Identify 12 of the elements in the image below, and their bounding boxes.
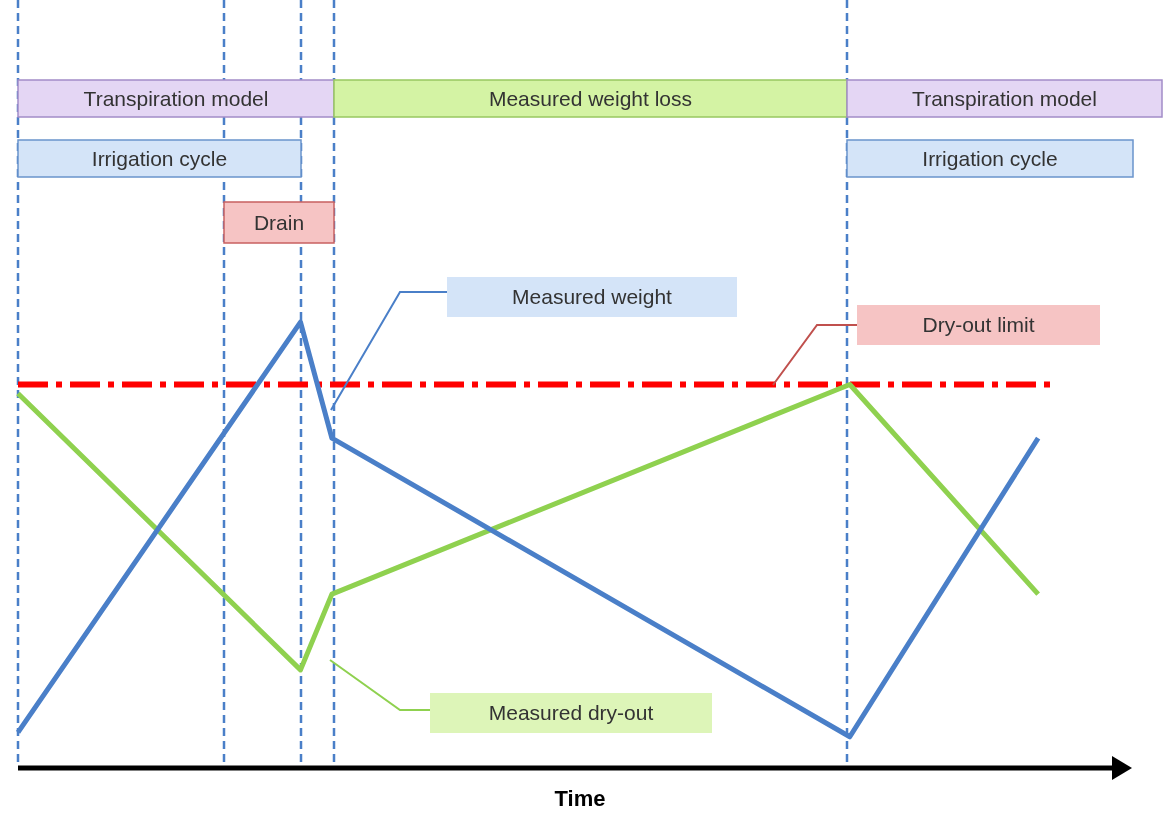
phase-box: Drain [223, 201, 335, 244]
x-axis-title: Time [554, 786, 606, 812]
annotation: Measured dry-out [488, 701, 654, 724]
phase-box: Transpiration model [17, 79, 335, 118]
phase-box: Transpiration model [846, 79, 1163, 118]
phase-box: Measured weight loss [333, 79, 848, 118]
phase-box: Irrigation cycle [17, 139, 302, 178]
callout-box: Measured weight [330, 277, 737, 411]
ref-line-label: Dry-out limit [922, 313, 1035, 336]
callout-box: Dry-out limit [772, 305, 1100, 386]
phase-box: Irrigation cycle [846, 139, 1134, 178]
callout-box: Measured dry-out [329, 659, 712, 733]
